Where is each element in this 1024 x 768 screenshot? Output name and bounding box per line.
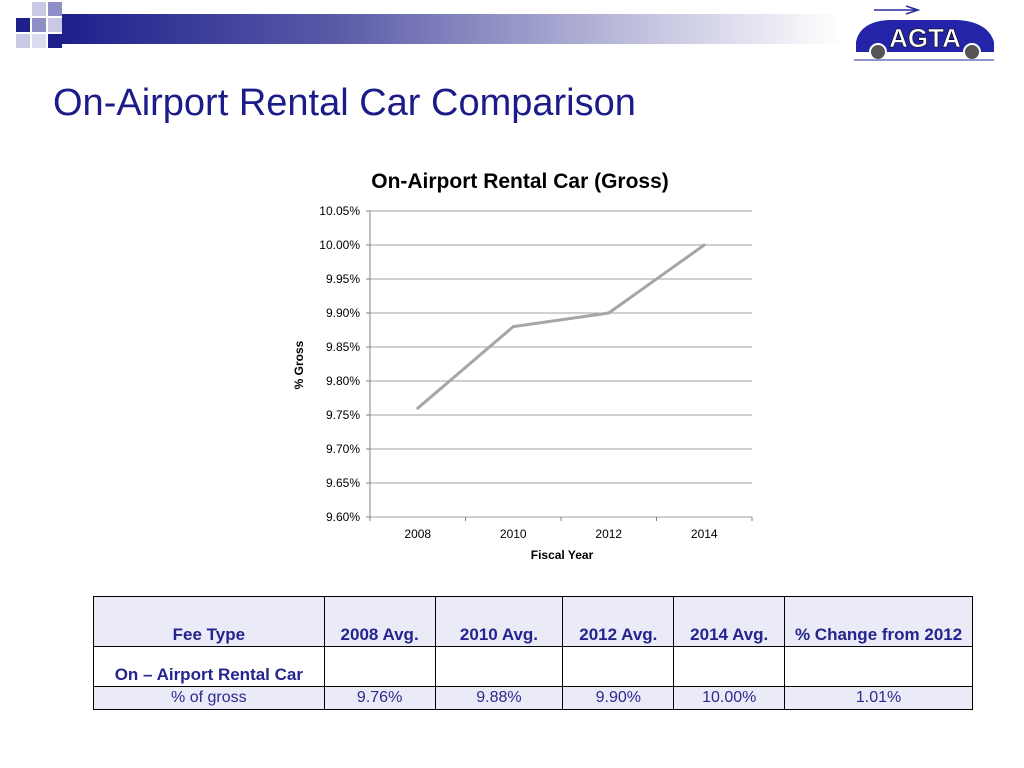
value-change: 1.01%	[784, 686, 973, 710]
decor-square	[16, 18, 30, 32]
table-row: % of gross 9.76% 9.88% 9.90% 10.00% 1.01…	[93, 686, 973, 710]
decor-square	[48, 18, 62, 32]
x-axis-ticks: 2008 2010 2012 2014	[369, 517, 753, 541]
table-cell	[562, 646, 675, 687]
svg-text:AGTA: AGTA	[889, 23, 961, 53]
table-row: On – Airport Rental Car	[93, 646, 973, 687]
decor-square	[32, 18, 46, 32]
page-title: On-Airport Rental Car Comparison	[53, 82, 636, 124]
x-tick-label: 2008	[404, 527, 431, 541]
x-tick-label: 2014	[691, 527, 718, 541]
category-label: On – Airport Rental Car	[93, 646, 325, 687]
value-2014: 10.00%	[673, 686, 786, 710]
y-tick-label: 9.85%	[326, 340, 360, 354]
header-gradient-bar	[62, 14, 842, 44]
chart-grid	[369, 210, 752, 518]
y-axis-title: % Gross	[292, 340, 306, 389]
header-fee-type: Fee Type	[93, 596, 325, 647]
table-cell	[323, 646, 436, 687]
value-2012: 9.90%	[562, 686, 675, 710]
y-tick-label: 9.75%	[326, 408, 360, 422]
y-tick-label: 10.05%	[319, 204, 360, 218]
decor-square	[48, 2, 62, 16]
decor-square	[32, 34, 46, 48]
header-2012: 2012 Avg.	[562, 596, 675, 647]
x-tick-label: 2012	[595, 527, 622, 541]
header-2014: 2014 Avg.	[673, 596, 786, 647]
table-header-row: Fee Type 2008 Avg. 2010 Avg. 2012 Avg. 2…	[93, 596, 973, 647]
y-axis-ticks: 10.05% 10.00% 9.95% 9.90% 9.85% 9.80% 9.75% 9.7…	[319, 204, 370, 524]
data-point	[607, 311, 611, 315]
y-tick-label: 9.95%	[326, 272, 360, 286]
header-change: % Change from 2012	[784, 596, 973, 647]
y-tick-label: 9.70%	[326, 442, 360, 456]
y-tick-label: 10.00%	[319, 238, 360, 252]
table-cell	[434, 646, 564, 687]
value-2010: 9.88%	[434, 686, 564, 710]
fee-comparison-table: Fee Type 2008 Avg. 2010 Avg. 2012 Avg. 2…	[93, 596, 973, 710]
series-line	[416, 243, 706, 410]
data-point	[702, 243, 706, 247]
agta-logo: AGTA	[848, 2, 1000, 64]
x-tick-label: 2010	[500, 527, 527, 541]
data-point	[416, 406, 420, 410]
header-band	[0, 0, 1024, 60]
decor-square	[16, 34, 30, 48]
decor-square	[32, 2, 46, 16]
data-point	[511, 325, 515, 329]
chart-series	[416, 243, 706, 410]
chart-title: On-Airport Rental Car (Gross)	[371, 170, 669, 193]
line-chart: On-Airport Rental Car (Gross) 10.05%10.0…	[292, 170, 753, 562]
row-label: % of gross	[93, 686, 325, 710]
y-tick-label: 9.90%	[326, 306, 360, 320]
table-cell	[784, 646, 973, 687]
value-2008: 9.76%	[323, 686, 436, 710]
header-2010: 2010 Avg.	[434, 596, 564, 647]
decor-square	[48, 34, 62, 48]
y-tick-label: 9.65%	[326, 476, 360, 490]
x-axis-title: Fiscal Year	[531, 548, 594, 562]
y-tick-label: 9.60%	[326, 510, 360, 524]
header-2008: 2008 Avg.	[323, 596, 436, 647]
table-cell	[673, 646, 786, 687]
y-tick-label: 9.80%	[326, 374, 360, 388]
